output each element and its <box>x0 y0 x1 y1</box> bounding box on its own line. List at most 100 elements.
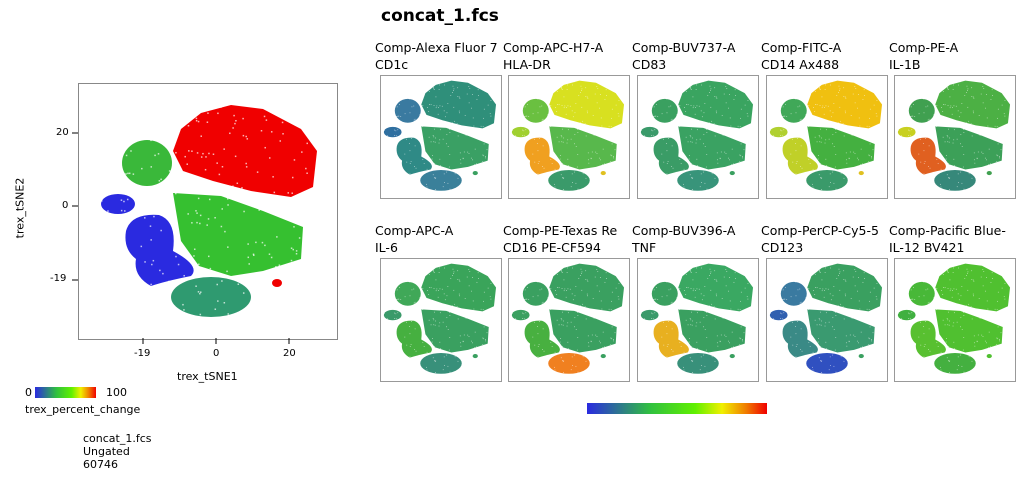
panel-scatter <box>511 78 625 194</box>
colorbar-max: 100 <box>106 386 127 399</box>
speckle-overlay <box>769 78 880 194</box>
cluster-top-left <box>122 140 172 186</box>
panel-channel: Comp-BUV737-A <box>632 40 736 55</box>
sample-info: concat_1.fcs Ungated 60746 <box>83 432 152 471</box>
marker-panel-il-1b[interactable] <box>894 75 1016 199</box>
shared-colorbar <box>587 403 767 414</box>
panel-title: Comp-FITC-A CD14 Ax488 <box>761 39 841 73</box>
panel-scatter <box>640 78 754 194</box>
speckle-overlay <box>383 78 494 194</box>
cluster-small-left <box>383 126 402 138</box>
cluster-red-top <box>935 263 1011 312</box>
cluster-bottom <box>548 169 590 191</box>
panel-scatter <box>769 261 883 377</box>
panel-scatter <box>383 261 497 377</box>
cluster-small-left <box>511 126 530 138</box>
sample-count: 60746 <box>83 458 118 471</box>
cluster-left-big <box>653 137 689 175</box>
cluster-left-big <box>782 137 818 175</box>
panel-channel: Comp-Pacific Blue- <box>889 223 1006 238</box>
cluster-left-big <box>910 137 946 175</box>
cluster-small-red <box>986 354 992 359</box>
cluster-red-top <box>421 263 497 312</box>
marker-panel-cd16-pe-cf594[interactable] <box>508 258 630 382</box>
cluster-red-top <box>807 263 883 312</box>
panel-marker: IL-6 <box>375 240 398 255</box>
panel-channel: Comp-FITC-A <box>761 40 842 55</box>
speckle-overlay <box>511 261 622 377</box>
colorbar-min: 0 <box>25 386 32 399</box>
cluster-small-left <box>769 309 788 321</box>
cluster-middle-band <box>935 126 1003 170</box>
cluster-top-left <box>394 281 421 306</box>
marker-panel-hla-dr[interactable] <box>508 75 630 199</box>
marker-panel-cd14-ax488[interactable] <box>766 75 888 199</box>
colorbar-label: trex_percent_change <box>25 403 141 416</box>
panel-channel: Comp-BUV396-A <box>632 223 736 238</box>
cluster-bottom <box>420 169 462 191</box>
panel-title: Comp-BUV396-A TNF <box>632 222 735 256</box>
xtick-label: 0 <box>213 348 220 359</box>
y-axis-ticks <box>72 132 78 281</box>
panel-title: Comp-PE-A IL-1B <box>889 39 958 73</box>
panel-title: Comp-PE-Texas Re CD16 PE-CF594 <box>503 222 617 256</box>
cluster-middle-band <box>421 309 489 353</box>
cluster-bottom <box>420 352 462 374</box>
cluster-left-big <box>524 137 560 175</box>
marker-panel-il-12-bv421[interactable] <box>894 258 1016 382</box>
cluster-middle-band <box>173 193 303 276</box>
speckle-overlay <box>897 78 1008 194</box>
cluster-small-left <box>640 309 659 321</box>
panel-marker: HLA-DR <box>503 57 551 72</box>
cluster-small-left <box>897 126 916 138</box>
marker-panel-il-6[interactable] <box>380 258 502 382</box>
panel-scatter <box>640 261 754 377</box>
speckle-overlay <box>511 78 622 194</box>
page-title: concat_1.fcs <box>381 6 499 26</box>
panel-title: Comp-APC-A IL-6 <box>375 222 453 256</box>
cluster-top-left <box>522 98 549 123</box>
cluster-red-top <box>421 80 497 129</box>
marker-panel-cd123[interactable] <box>766 258 888 382</box>
cluster-small-left <box>511 309 530 321</box>
main-scatter <box>101 101 317 323</box>
cluster-bottom <box>806 169 848 191</box>
marker-panel-cd1c[interactable] <box>380 75 502 199</box>
cluster-small-left <box>897 309 916 321</box>
cluster-small-red <box>729 171 735 176</box>
colorbar <box>35 387 96 398</box>
cluster-top-left <box>908 98 935 123</box>
speckle-overlay <box>769 261 880 377</box>
cluster-middle-band <box>678 309 746 353</box>
marker-panel-tnf[interactable] <box>637 258 759 382</box>
speckle-overlay <box>640 78 751 194</box>
cluster-small-red <box>600 171 606 176</box>
cluster-small-left <box>383 309 402 321</box>
cluster-small-left <box>640 126 659 138</box>
panel-channel: Comp-PE-Texas Re <box>503 223 618 238</box>
panel-marker: CD83 <box>632 57 667 72</box>
cluster-middle-band <box>678 126 746 170</box>
panel-scatter <box>511 261 625 377</box>
cluster-top-left <box>780 98 807 123</box>
cluster-bottom <box>171 277 251 317</box>
cluster-middle-band <box>807 126 875 170</box>
sample-file: concat_1.fcs <box>83 432 152 445</box>
cluster-middle-band <box>549 126 617 170</box>
panel-channel: Comp-PE-A <box>889 40 959 55</box>
panel-scatter <box>897 78 1011 194</box>
ytick-label: 0 <box>62 200 69 211</box>
marker-panel-cd83[interactable] <box>637 75 759 199</box>
panel-title: Comp-APC-H7-A HLA-DR <box>503 39 603 73</box>
cluster-small-red <box>272 279 282 287</box>
panel-title: Comp-PerCP-Cy5-5 CD123 <box>761 222 879 256</box>
cluster-left-big <box>910 320 946 358</box>
panel-marker: CD16 PE-CF594 <box>503 240 601 255</box>
cluster-red-top <box>678 263 754 312</box>
cluster-red-top <box>173 105 317 197</box>
cluster-top-left <box>651 98 678 123</box>
panel-title: Comp-Pacific Blue- IL-12 BV421 <box>889 222 1006 256</box>
y-axis-label: trex_tSNE2 <box>13 177 27 239</box>
cluster-small-left <box>769 126 788 138</box>
panel-channel: Comp-APC-H7-A <box>503 40 604 55</box>
